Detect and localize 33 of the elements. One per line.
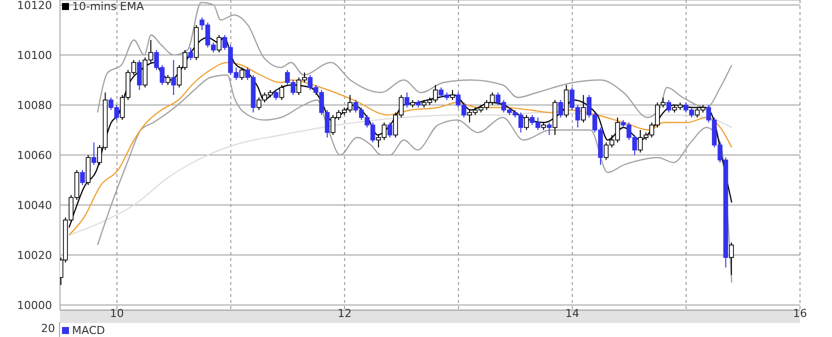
candlestick	[666, 100, 672, 113]
y-tick-label: 10080	[17, 98, 52, 112]
candlestick	[274, 90, 278, 100]
candlestick	[450, 90, 455, 100]
y-tick-label: 10040	[17, 198, 52, 212]
candlestick	[137, 60, 142, 90]
x-tick-label: 14	[565, 306, 580, 320]
candlestick	[546, 122, 552, 136]
text: 20	[41, 322, 55, 335]
candlestick	[80, 170, 85, 186]
x-tick-label: 16	[793, 306, 807, 320]
x-tick-label: 12	[338, 306, 352, 320]
candlestick	[581, 94, 586, 123]
legend-label: 10-mins EMA	[72, 0, 144, 13]
candlestick	[165, 74, 170, 86]
candlestick	[91, 142, 96, 166]
y-tick-label: 10100	[17, 48, 52, 62]
candlestick	[239, 67, 244, 80]
y-tick-label: 10020	[17, 248, 52, 262]
candlestick	[387, 122, 392, 138]
candlestick	[729, 242, 734, 276]
y-tick-label: 10060	[17, 148, 52, 162]
x-tick-label: 10	[110, 306, 124, 320]
candlestick	[279, 84, 284, 100]
candlestick	[404, 92, 410, 108]
line-series	[68, 62, 732, 236]
candlestick	[524, 114, 529, 130]
candlestick	[171, 60, 176, 96]
legend-label: MACD	[72, 324, 105, 337]
y-tick-label: 10120	[17, 0, 52, 12]
y-tick-label: 10000	[17, 298, 52, 312]
candlestick	[188, 47, 194, 60]
candlestick	[558, 100, 564, 118]
